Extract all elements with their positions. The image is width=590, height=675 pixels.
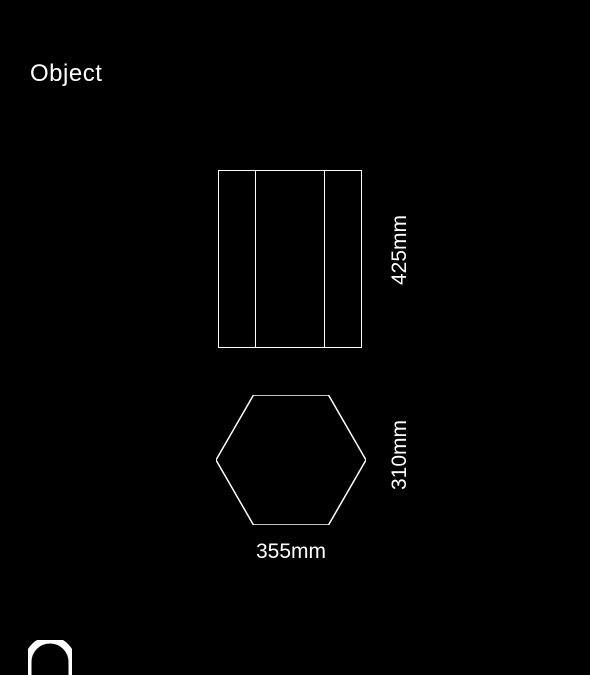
hex-view <box>216 395 366 525</box>
diagram-page: Object 425mm 310mm 355mm <box>0 0 590 675</box>
rect-view <box>218 170 362 348</box>
rect-inner-lines <box>255 171 325 347</box>
page-title: Object <box>30 60 102 88</box>
hex-outline <box>216 395 366 525</box>
rect-outline <box>218 170 362 348</box>
brand-logo-icon <box>28 640 72 675</box>
dim-label-height: 425mm <box>388 215 412 285</box>
dim-label-depth: 310mm <box>388 420 412 490</box>
dim-label-width: 355mm <box>256 540 326 564</box>
